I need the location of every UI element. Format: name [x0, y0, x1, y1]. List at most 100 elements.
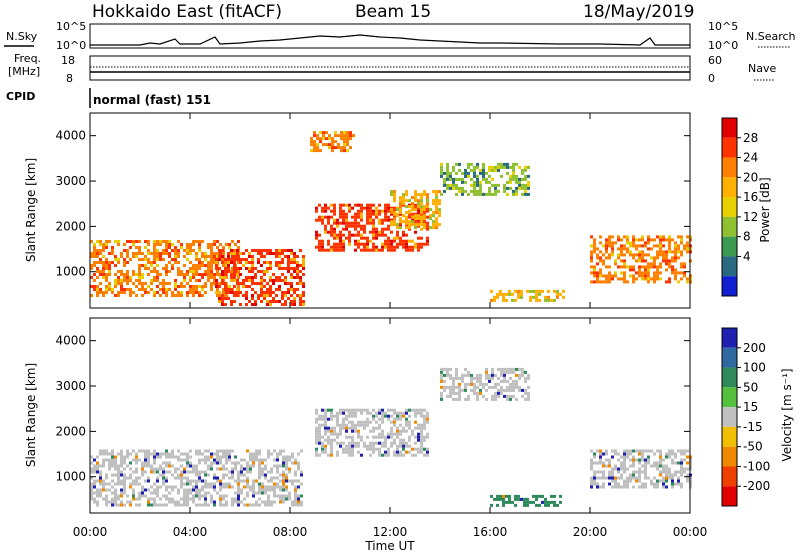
echo-cell [366, 218, 369, 222]
echo-cell [180, 503, 183, 507]
echo-cell [390, 435, 393, 439]
echo-cell [366, 245, 369, 249]
x-tick-label: 04:00 [173, 525, 208, 539]
echo-cell [375, 245, 378, 249]
echo-cell [186, 491, 189, 495]
echo-cell [384, 411, 387, 415]
echo-cell [342, 218, 345, 222]
echo-cell [330, 453, 333, 457]
echo-cell [228, 485, 231, 489]
echo-cell [378, 432, 381, 436]
echo-cell [189, 497, 192, 501]
echo-cell [348, 444, 351, 448]
freq-strip: Freq. [MHz] 18 8 60 0 Nave [8, 52, 776, 85]
echo-cell [219, 467, 222, 471]
echo-cell [334, 134, 337, 138]
echo-cell [147, 488, 150, 492]
echo-cell [330, 438, 333, 442]
echo-cell [171, 500, 174, 504]
echo-cell [455, 183, 458, 187]
echo-cell [251, 282, 254, 285]
echo-cell [527, 174, 530, 178]
echo-cell [267, 485, 270, 489]
colorbar-frame [721, 327, 738, 507]
echo-cell [141, 258, 144, 261]
echo-cell [282, 458, 285, 462]
echo-cell [230, 252, 233, 255]
echo-cell [390, 432, 393, 436]
echo-cell [333, 426, 336, 430]
echo-cell [354, 426, 357, 430]
echo-cell [381, 233, 384, 237]
echo-cell [387, 206, 390, 210]
echo-cell [671, 268, 674, 272]
echo-cell [258, 503, 261, 507]
echo-cell [224, 297, 227, 300]
echo-cell [506, 367, 509, 371]
echo-cell [322, 134, 325, 138]
echo-cell [366, 239, 369, 243]
echo-cell [348, 221, 351, 225]
echo-cell [417, 450, 420, 454]
echo-cell [473, 180, 476, 184]
echo-cell [287, 291, 290, 294]
echo-cell [611, 253, 614, 257]
echo-cell [180, 291, 183, 294]
echo-cell [120, 470, 123, 474]
echo-cell [316, 137, 319, 141]
echo-cell [632, 256, 635, 260]
echo-cell [503, 183, 506, 187]
echo-cell [357, 441, 360, 445]
echo-cell [408, 220, 411, 224]
echo-cell [275, 294, 278, 297]
echo-cell [464, 180, 467, 184]
time-axis-label: Time UT [364, 539, 415, 553]
echo-cell [432, 226, 435, 230]
echo-cell [354, 215, 357, 219]
echo-cell [171, 243, 174, 246]
echo-cell [153, 458, 156, 462]
echo-cell [318, 215, 321, 219]
echo-cell [177, 291, 180, 294]
echo-cell [337, 143, 340, 147]
echo-cell [296, 267, 299, 270]
echo-cell [641, 259, 644, 263]
echo-cell [599, 449, 602, 453]
echo-cell [668, 277, 671, 281]
echo-cell [512, 367, 515, 371]
echo-cell [266, 291, 269, 294]
echo-cell [105, 267, 108, 270]
echo-cell [339, 230, 342, 234]
echo-cell [96, 470, 99, 474]
echo-cell [411, 220, 414, 224]
echo-cell [623, 253, 626, 257]
echo-cell [357, 215, 360, 219]
echo-cell [656, 244, 659, 248]
echo-cell [150, 282, 153, 285]
echo-cell [429, 214, 432, 218]
echo-cell [336, 417, 339, 421]
echo-cell [108, 285, 111, 288]
echo-cell [506, 180, 509, 184]
echo-cell [680, 277, 683, 281]
echo-cell [233, 255, 236, 258]
echo-cell [381, 245, 384, 249]
echo-cell [156, 476, 159, 480]
echo-cell [626, 241, 629, 245]
echo-cell [192, 470, 195, 474]
echo-cell [348, 233, 351, 237]
echo-cell [608, 244, 611, 248]
echo-cell [458, 168, 461, 172]
echo-cell [363, 426, 366, 430]
echo-cell [593, 238, 596, 242]
echo-cell [293, 297, 296, 300]
echo-cell [287, 297, 290, 300]
echo-cell [153, 261, 156, 264]
echo-cell [291, 452, 294, 456]
echo-cell [129, 258, 132, 261]
echo-cell [340, 137, 343, 141]
echo-cell [144, 264, 147, 267]
echo-cell [653, 277, 656, 281]
echo-cell [541, 289, 544, 293]
